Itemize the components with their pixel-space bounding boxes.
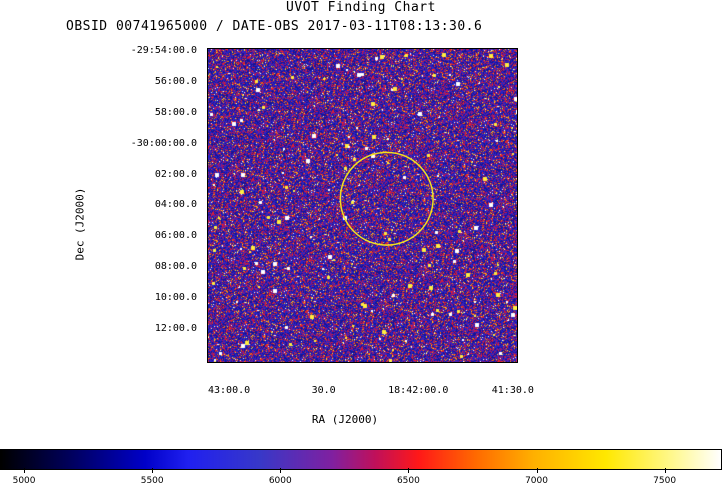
y-tick-label: 12:00.0 [154,323,197,335]
colorbar-tick-mark [664,468,666,473]
colorbar-tick-label: 7500 [653,476,677,486]
y-tick-label: 02:00.0 [154,168,197,180]
y-tick-label: 10:00.0 [154,292,197,304]
colorbar-tick-mark [536,468,538,473]
chart-title: UVOT Finding Chart [286,0,436,15]
chart-subtitle: OBSID 00741965000 / DATE-OBS 2017-03-11T… [66,19,483,34]
y-tick-label: -30:00:00.0 [130,137,197,149]
colorbar-tick-label: 5000 [12,476,36,486]
colorbar-tick-label: 5500 [140,476,164,486]
y-tick-label: 58:00.0 [154,106,197,118]
y-tick-label: 56:00.0 [154,75,197,87]
colorbar-tick-mark [280,468,282,473]
sky-image [208,49,517,362]
y-tick-label: 06:00.0 [154,230,197,242]
x-tick-label: 41:30.0 [491,385,534,396]
x-tick-label: 18:42:00.0 [388,385,449,396]
colorbar [0,449,722,470]
colorbar-tick-mark [152,468,154,473]
overlay-layer [339,151,434,246]
colorbar-tick-label: 6500 [396,476,420,486]
x-axis-label: RA (J2000) [311,413,379,426]
x-tick-label: 43:00.0 [207,385,251,396]
x-tick-label: 30.0 [311,385,336,396]
sky-image-panel [207,48,518,363]
colorbar-tick-mark [24,468,26,473]
y-axis-label: Dec (J2000) [73,187,87,261]
colorbar-tick-mark [408,468,410,473]
source-region-circle [339,151,434,246]
y-tick-label: -29:54:00.0 [130,44,197,56]
y-tick-label: 04:00.0 [154,199,197,211]
colorbar-tick-label: 6000 [268,476,292,486]
colorbar-tick-label: 7000 [525,476,548,486]
y-tick-label: 08:00.0 [154,261,197,273]
